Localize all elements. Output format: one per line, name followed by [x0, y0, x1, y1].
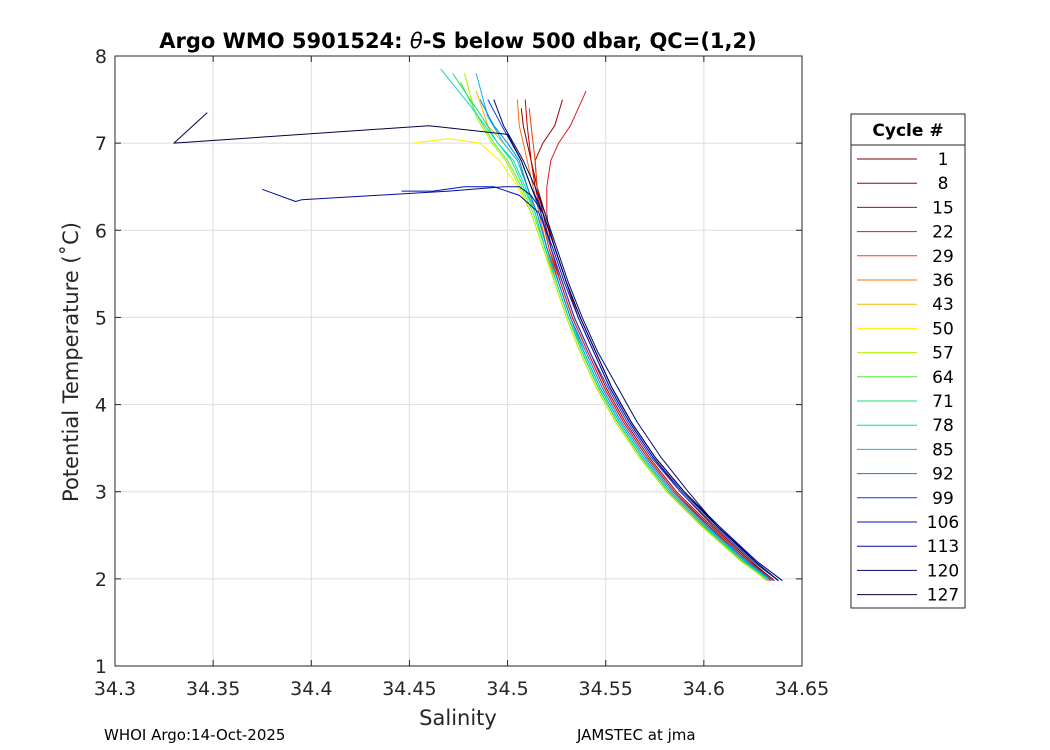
x-axis-label: Salinity — [419, 706, 497, 730]
legend-label-cycle-22: 22 — [932, 223, 954, 243]
legend-label-cycle-120: 120 — [927, 561, 959, 581]
grid-lines — [114, 55, 803, 667]
plot-frame — [114, 55, 803, 667]
series-line-cycle-50 — [413, 138, 767, 581]
x-tick-label: 34.35 — [186, 678, 240, 700]
y-tick-label: 3 — [95, 482, 107, 504]
y-tick-label: 2 — [95, 569, 107, 591]
legend-label-cycle-8: 8 — [938, 174, 949, 194]
x-tick-label: 34.55 — [579, 678, 633, 700]
legend-items: 1 8 15 22 29 36 43 50 57 64 71 78 85 92 99 106 113 120 127 — [857, 150, 959, 606]
series-line-cycle-15 — [524, 99, 771, 581]
x-tick-label: 34.45 — [382, 678, 436, 700]
legend-label-cycle-85: 85 — [932, 440, 954, 460]
chart-title: Argo WMO 5901524: θ-S below 500 dbar, QC… — [159, 29, 756, 53]
legend-label-cycle-92: 92 — [932, 465, 954, 485]
profile-lines — [173, 68, 783, 581]
footer-left: WHOI Argo:14-Oct-2025 — [104, 726, 286, 744]
legend-label-cycle-57: 57 — [932, 344, 954, 364]
series-line-cycle-85 — [475, 73, 771, 581]
legend-label-cycle-106: 106 — [927, 513, 959, 533]
series-line-cycle-8 — [534, 99, 773, 580]
legend-label-cycle-78: 78 — [932, 416, 954, 436]
legend-label-cycle-99: 99 — [932, 489, 954, 509]
y-tick-label: 8 — [95, 46, 107, 68]
y-tick-label: 7 — [95, 133, 107, 155]
series-line-cycle-22 — [546, 90, 773, 581]
legend-label-cycle-50: 50 — [932, 319, 954, 339]
x-tick-label: 34.4 — [290, 678, 332, 700]
legend-label-cycle-43: 43 — [932, 295, 954, 315]
legend-box — [850, 113, 966, 609]
series-line-cycle-71 — [452, 73, 769, 581]
legend-label-cycle-36: 36 — [932, 271, 954, 291]
series-line-cycle-127 — [173, 112, 779, 581]
series-line-cycle-106 — [401, 186, 783, 581]
y-axis-label: Potential Temperature (˚C) — [59, 222, 83, 502]
series-line-cycle-78 — [440, 68, 769, 581]
legend: Cycle # 18152229364350576471788592991061… — [850, 113, 966, 609]
legend-label-cycle-64: 64 — [932, 368, 954, 388]
series-line-cycle-43 — [475, 90, 767, 581]
footer-right: JAMSTEC at jma — [577, 726, 696, 744]
legend-label-cycle-1: 1 — [938, 150, 949, 170]
y-tick-label: 4 — [95, 395, 107, 417]
x-tick-labels: 34.3 34.35 34.4 34.45 34.5 34.55 34.6 34.65 — [94, 56, 829, 700]
legend-label-cycle-29: 29 — [932, 247, 954, 267]
x-tick-label: 34.5 — [486, 678, 528, 700]
legend-title: Cycle # — [872, 121, 943, 141]
legend-label-cycle-127: 127 — [927, 586, 959, 606]
series-line-cycle-64 — [460, 81, 769, 581]
series-line-cycle-99 — [487, 99, 779, 581]
series-line-cycle-120 — [493, 99, 779, 581]
legend-label-cycle-113: 113 — [927, 537, 959, 557]
legend-label-cycle-71: 71 — [932, 392, 954, 412]
series-line-cycle-36 — [516, 99, 768, 581]
series-line-cycle-29 — [528, 108, 769, 581]
y-tick-label: 5 — [95, 307, 107, 329]
x-tick-label: 34.3 — [94, 678, 136, 700]
y-tick-labels: 1 2 3 4 5 6 7 8 — [95, 46, 802, 678]
y-tick-label: 6 — [95, 220, 107, 242]
series-line-cycle-1 — [520, 108, 775, 581]
series-line-cycle-57 — [463, 73, 767, 581]
x-tick-label: 34.65 — [775, 678, 829, 700]
x-tick-label: 34.6 — [683, 678, 725, 700]
y-tick-label: 1 — [95, 656, 107, 678]
series-line-cycle-92 — [479, 99, 773, 581]
legend-label-cycle-15: 15 — [932, 198, 954, 218]
